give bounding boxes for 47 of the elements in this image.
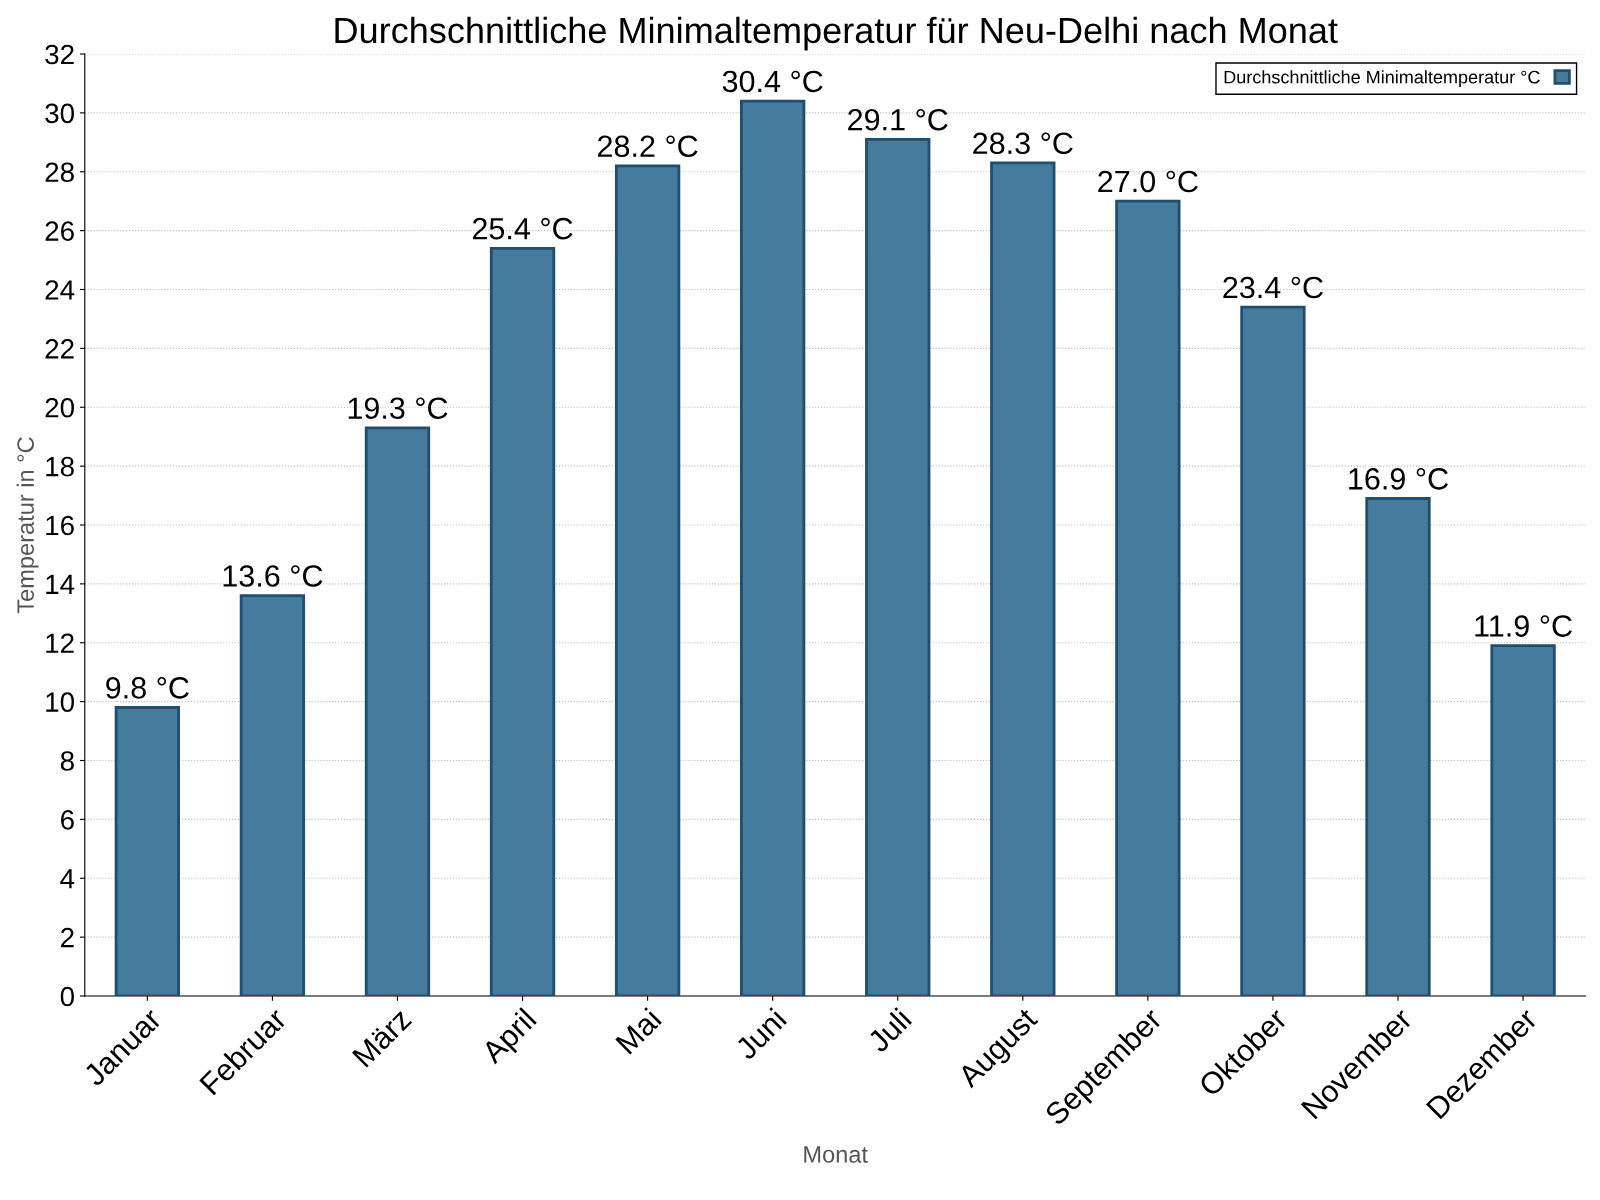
bar bbox=[1365, 497, 1431, 996]
bar bbox=[740, 99, 806, 996]
y-tick-label: 10 bbox=[46, 692, 74, 712]
data-label: 25.4 °C bbox=[472, 217, 573, 240]
data-label: 30.4 °C bbox=[722, 70, 823, 93]
y-tick-label: 26 bbox=[45, 221, 74, 241]
y-tick-label: 18 bbox=[46, 456, 74, 477]
bar bbox=[865, 137, 931, 996]
y-tick-label: 28 bbox=[45, 162, 74, 183]
y-tick-label: 30 bbox=[45, 103, 74, 124]
y-axis-title: Temperatur in °C bbox=[16, 437, 39, 614]
bar bbox=[1115, 199, 1181, 996]
data-label: 23.4 °C bbox=[1223, 276, 1323, 299]
data-label: 29.1 °C bbox=[848, 108, 948, 131]
bar bbox=[1240, 305, 1306, 996]
y-tick-label: 6 bbox=[61, 810, 74, 830]
y-tick-label: 16 bbox=[46, 515, 74, 536]
y-tick-label: 4 bbox=[60, 869, 75, 889]
bar bbox=[239, 594, 306, 996]
data-label: 19.3 °C bbox=[348, 397, 448, 420]
y-tick-label: 24 bbox=[45, 280, 75, 300]
bar bbox=[614, 164, 681, 996]
data-label: 11.9 °C bbox=[1475, 615, 1572, 637]
bar bbox=[489, 246, 556, 996]
bar bbox=[114, 706, 180, 996]
y-tick-label: 20 bbox=[45, 397, 74, 418]
y-tick-label: 22 bbox=[45, 339, 74, 359]
x-tick-label: Mai bbox=[614, 1007, 663, 1055]
data-label: 16.9 °C bbox=[1349, 468, 1448, 490]
y-tick-label: 8 bbox=[60, 751, 74, 771]
y-tick-label: 2 bbox=[61, 927, 74, 948]
chart-title: Durchschnittliche Minimaltemperatur für Neu-Delhi nach Monat bbox=[335, 16, 1338, 51]
data-label: 13.6 °C bbox=[223, 565, 323, 587]
bar bbox=[364, 426, 431, 996]
y-tick-label: 12 bbox=[46, 633, 74, 653]
data-label: 28.3 °C bbox=[973, 132, 1073, 155]
x-tick-label: Juli bbox=[865, 1007, 913, 1054]
data-label: 27.0 °C bbox=[1098, 170, 1198, 193]
bar bbox=[1490, 644, 1556, 996]
y-tick-label: 0 bbox=[60, 986, 74, 1007]
data-label: 28.2 °C bbox=[598, 135, 698, 158]
bar bbox=[990, 161, 1056, 996]
legend-label: Durchschnittliche Minimaltemperatur °C bbox=[1224, 70, 1540, 88]
y-tick-label: 14 bbox=[46, 574, 75, 594]
x-axis-title: Monat bbox=[804, 1146, 868, 1163]
data-label: 9.8 °C bbox=[106, 677, 189, 699]
y-tick-label: 32 bbox=[45, 44, 74, 65]
